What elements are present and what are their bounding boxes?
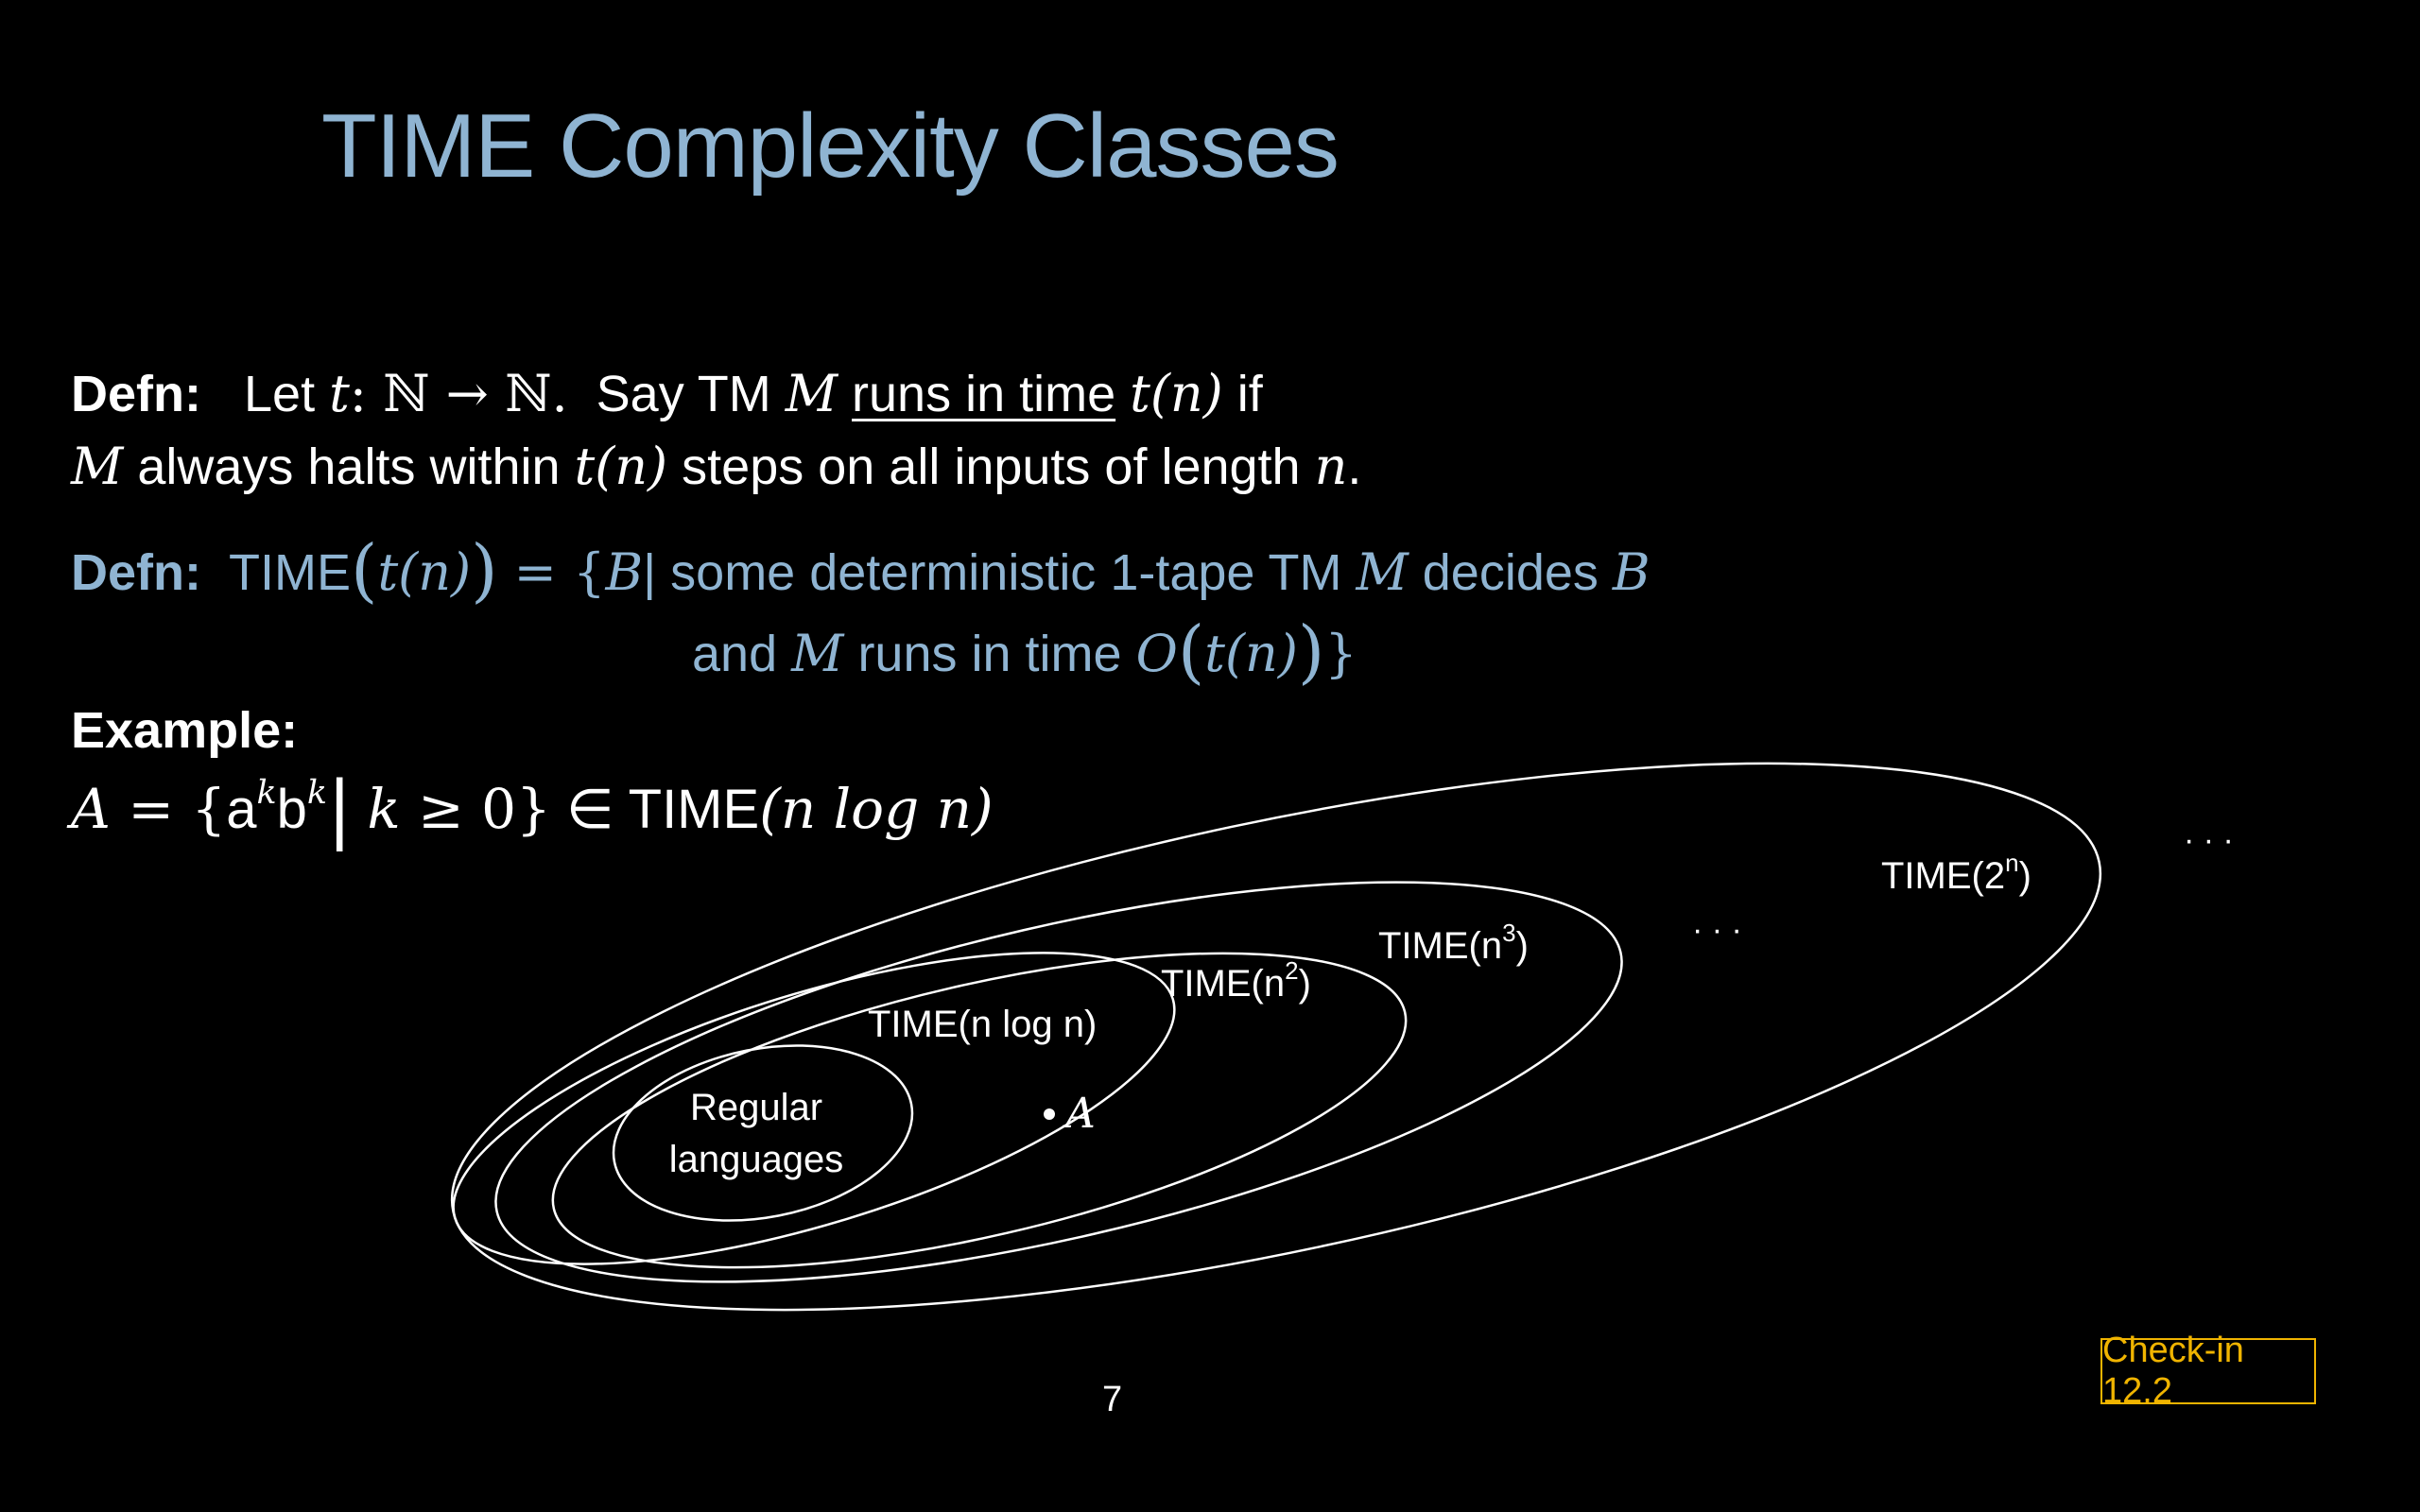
ellipsis-inner: · · · <box>1692 912 1742 948</box>
defn2-M: M <box>1356 542 1409 602</box>
ellipse-time-n3 <box>494 881 1623 1283</box>
page-number: 7 <box>1102 1380 1123 1419</box>
defn1-if: if <box>1236 366 1263 422</box>
label-time-n3: TIME(n3) <box>1378 919 1529 967</box>
defn2-t-of-n2: t(n) <box>1204 624 1298 683</box>
defn1-line2: M always halts within t(n) steps on all … <box>71 437 1361 496</box>
example-geq: ≥ 0} <box>400 777 551 841</box>
label-time-nlogn: TIME(n log n) <box>868 1004 1097 1045</box>
defn1-map: : ℕ → ℕ. <box>349 364 568 423</box>
example-bar: | <box>326 765 353 852</box>
checkin-badge[interactable]: Check-in 12.2 <box>2100 1331 2316 1411</box>
example-k1: k <box>256 773 277 812</box>
defn2-eq-brace: = { <box>497 542 606 602</box>
defn1-line1: Defn: Let t: ℕ → ℕ. Say TM M runs in tim… <box>71 364 1263 423</box>
defn2-label: Defn: <box>71 544 201 601</box>
example-formula: A = {akbk| k ≥ 0} ∈ TIME(n log n) <box>71 772 994 846</box>
defn1-n: n <box>1314 437 1348 496</box>
point-a-label: A <box>1062 1090 1096 1138</box>
defn1-period: . <box>1347 438 1362 495</box>
defn2-B: B <box>605 542 644 602</box>
example-in-time: ∈ TIME <box>550 779 760 840</box>
defn1-runs-in-time: runs in time <box>852 366 1116 422</box>
defn2-time: TIME <box>229 544 352 601</box>
label-time-n3-base: TIME(n <box>1378 925 1502 967</box>
label-time-2n-exp: n <box>2005 849 2018 877</box>
defn1-line2-M: M <box>71 437 124 496</box>
defn1-label: Defn: <box>71 366 201 422</box>
defn1-M: M <box>785 364 838 423</box>
label-time-n2-exp: 2 <box>1285 956 1298 985</box>
regular-label-line1: Regular <box>690 1087 822 1128</box>
example-k2: k <box>306 773 327 812</box>
defn2-decides: decides <box>1422 544 1599 601</box>
defn2-O: O <box>1135 624 1178 683</box>
slide-title: TIME Complexity Classes <box>321 95 1340 197</box>
ellipsis-outer: · · · <box>2184 822 2234 858</box>
defn2-close-brace: } <box>1324 624 1357 683</box>
example-eq: = { <box>110 777 227 841</box>
defn1-say-tm: Say TM <box>596 366 771 422</box>
label-time-2n-close: ) <box>2019 855 2031 897</box>
label-time-n3-exp: 3 <box>1502 919 1515 947</box>
label-time-2n: TIME(2n) <box>1881 849 2031 897</box>
example-A: A <box>71 777 111 841</box>
defn2-and: and <box>692 626 778 682</box>
defn2-close-paren2: ) <box>1297 611 1325 693</box>
defn2-line2: and M runs in time O(t(n))} <box>692 617 1357 686</box>
defn1-steps: steps on all inputs of length <box>682 438 1301 495</box>
label-time-2n-base: TIME(2 <box>1881 855 2005 897</box>
regular-label-line2: languages <box>669 1139 844 1180</box>
ellipse-time-n2 <box>551 952 1408 1269</box>
point-a-dot <box>1044 1108 1055 1120</box>
defn2-M2: M <box>791 624 844 683</box>
defn2-runs-in-time: runs in time <box>857 626 1122 682</box>
defn2-t-of-n: t(n) <box>377 542 472 602</box>
example-a: a <box>226 779 257 840</box>
defn2-open-paren: ( <box>351 530 378 611</box>
defn2-line1: Defn: TIME(t(n)) = {B| some deterministi… <box>71 536 1651 605</box>
defn1-always-halts: always halts within <box>137 438 561 495</box>
defn1-t: t <box>329 364 350 423</box>
defn1-t-of-n-2: t(n) <box>574 437 668 496</box>
example-k-cond: k <box>367 777 401 841</box>
ellipse-time-nlogn <box>452 952 1176 1265</box>
label-time-n2-close: ) <box>1299 963 1311 1005</box>
defn1-let: Let <box>244 366 316 422</box>
label-time-n3-close: ) <box>1516 925 1529 967</box>
ellipse-time-2n <box>450 762 2102 1312</box>
example-b: b <box>276 779 307 840</box>
example-label: Example: <box>71 702 299 759</box>
defn2-bar-text: | some deterministic 1-tape TM <box>643 544 1342 601</box>
defn1-t-of-n: t(n) <box>1130 364 1223 423</box>
defn2-close-paren: ) <box>471 530 498 611</box>
defn2-B2: B <box>1612 542 1651 602</box>
label-time-n2: TIME(n2) <box>1161 956 1311 1005</box>
example-nlogn: (n log n) <box>759 777 994 841</box>
defn2-open-paren2: ( <box>1177 611 1205 693</box>
ellipse-regular <box>612 1044 914 1222</box>
label-time-n2-base: TIME(n <box>1161 963 1285 1005</box>
